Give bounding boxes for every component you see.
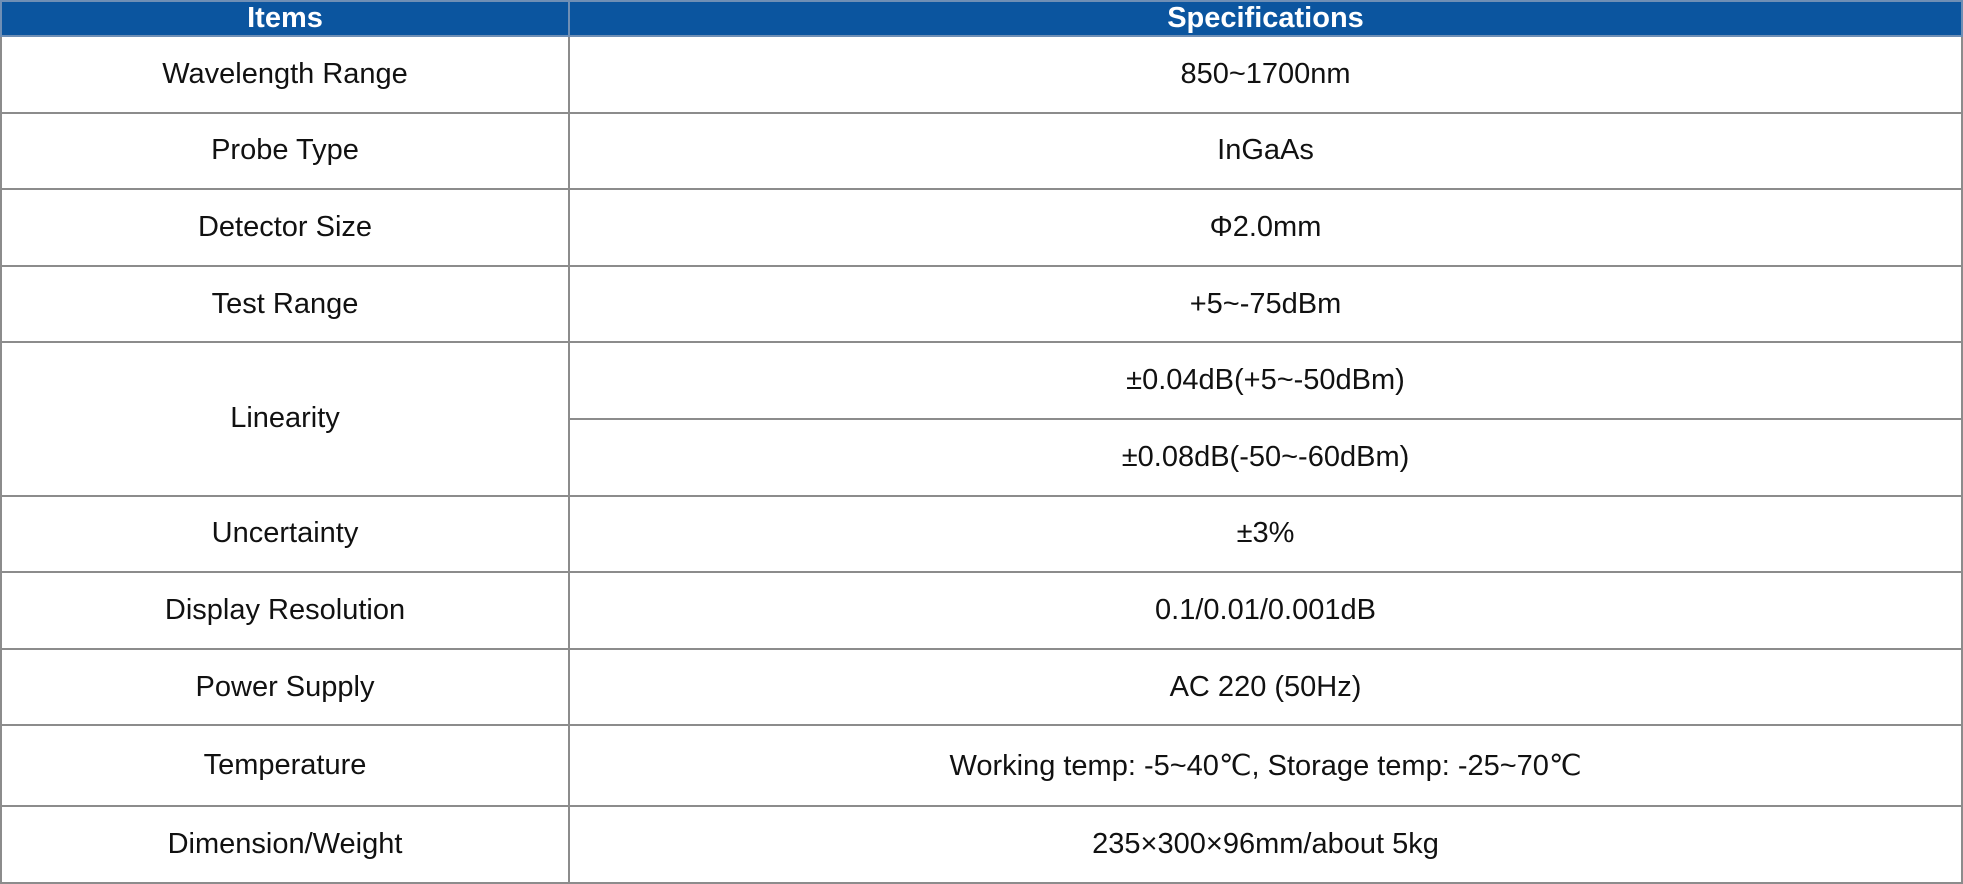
spec-cell: AC 220 (50Hz) <box>568 647 1963 727</box>
item-cell: Uncertainty <box>0 494 570 574</box>
table-row: Probe Type InGaAs <box>0 111 1963 191</box>
spec-cell: +5~-75dBm <box>568 264 1963 344</box>
spec-cell: ±3% <box>568 494 1963 574</box>
spec-cell: InGaAs <box>568 111 1963 191</box>
item-cell: Test Range <box>0 264 570 344</box>
table-row: ±0.08dB(-50~-60dBm) <box>1 417 1963 497</box>
table-row: Uncertainty ±3% <box>0 494 1963 574</box>
spec-cell: 0.1/0.01/0.001dB <box>568 571 1963 650</box>
table-body: Wavelength Range 850~1700nm Probe Type InGa… <box>0 35 1963 884</box>
item-cell: Display Resolution <box>0 571 570 650</box>
item-cell: Dimension/Weight <box>0 805 570 884</box>
item-cell: Wavelength Range <box>0 35 570 114</box>
table-row: Test Range +5~-75dBm <box>0 264 1963 344</box>
spec-cell: 235×300×96mm/about 5kg <box>568 805 1963 884</box>
item-cell: Probe Type <box>0 111 570 191</box>
table-row: Power Supply AC 220 (50Hz) <box>0 647 1963 727</box>
header-cell: Items <box>0 0 570 37</box>
table-row: Linearity ±0.04dB(+5~-50dBm) <box>0 341 1963 497</box>
header-row: Items Specifications <box>0 0 1963 37</box>
spec-cell: 850~1700nm <box>568 35 1963 114</box>
item-cell: Linearity <box>0 341 570 497</box>
table-row: Temperature Working temp: -5~40℃, Storage… <box>0 724 1963 808</box>
table-row: Detector Size Φ2.0mm <box>0 188 1963 267</box>
table-row: Dimension/Weight 235×300×96mm/about 5kg <box>0 805 1963 884</box>
spec-cell: ±0.08dB(-50~-60dBm) <box>568 417 1963 497</box>
item-cell: Temperature <box>0 724 570 808</box>
item-cell: Power Supply <box>0 647 570 727</box>
table-row: Display Resolution 0.1/0.01/0.001dB <box>0 571 1963 650</box>
spec-cell: ±0.04dB(+5~-50dBm) <box>568 341 1963 420</box>
spec-cell: Working temp: -5~40℃, Storage temp: -25~… <box>568 724 1963 808</box>
header-cell: Specifications <box>568 0 1963 37</box>
item-cell: Detector Size <box>0 188 570 267</box>
spec-cell: Φ2.0mm <box>568 188 1963 267</box>
table-row: Wavelength Range 850~1700nm <box>0 35 1963 114</box>
